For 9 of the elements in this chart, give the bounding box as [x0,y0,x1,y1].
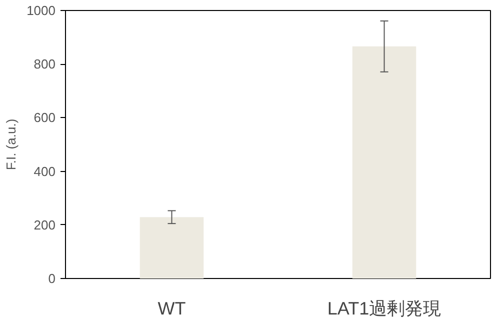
x-tick-label: WT [158,298,186,318]
y-tick-label: 0 [48,271,56,286]
y-axis-title: F.I. (a.u.) [4,118,19,170]
y-tick-label: 1000 [26,3,56,18]
x-tick-label: LAT1過剰発現 [327,298,442,318]
y-tick-label: 600 [34,110,56,126]
y-tick-label: 200 [34,217,56,232]
y-tick-label: 800 [34,56,56,72]
y-tick-label: 400 [34,164,56,179]
